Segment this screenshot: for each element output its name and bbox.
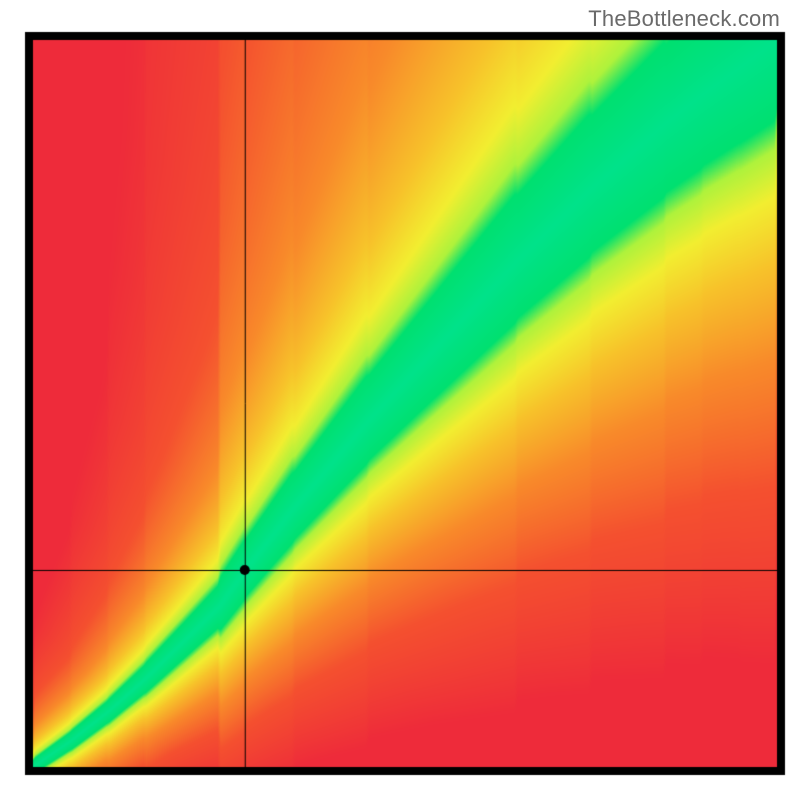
bottleneck-heatmap (0, 0, 800, 800)
watermark-text: TheBottleneck.com (588, 6, 780, 32)
chart-container: TheBottleneck.com (0, 0, 800, 800)
